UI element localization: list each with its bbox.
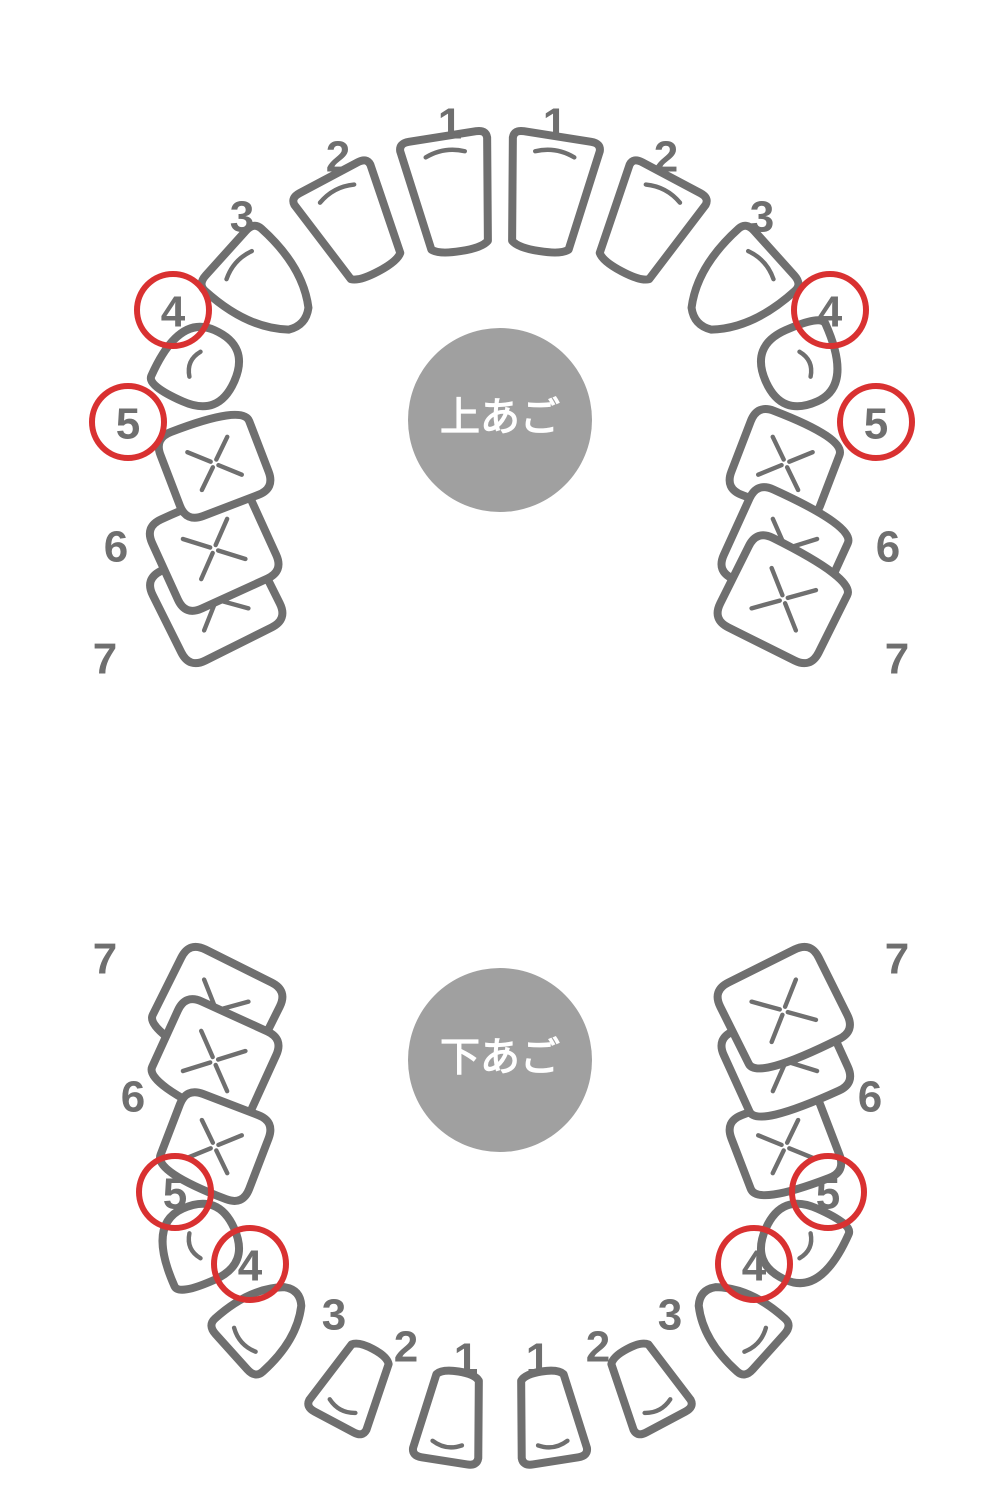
tooth-number-label: 2 <box>394 1323 418 1372</box>
tooth-number-label: 3 <box>230 193 254 242</box>
tooth-number-label: 6 <box>858 1073 882 1122</box>
tooth-number-label: 6 <box>121 1073 145 1122</box>
tooth-number-label: 3 <box>658 1291 682 1340</box>
tooth-number-label: 3 <box>322 1291 346 1340</box>
tooth-number-label: 4 <box>238 1242 263 1291</box>
tooth <box>399 130 504 258</box>
tooth-number-label: 7 <box>885 935 909 984</box>
tooth-number-label: 1 <box>438 100 462 149</box>
tooth-number-label: 2 <box>326 133 350 182</box>
tooth-number-label: 4 <box>818 288 843 337</box>
tooth-number-label: 2 <box>586 1323 610 1372</box>
lower-center-label: 下あご <box>440 1036 560 1080</box>
tooth <box>208 1267 321 1379</box>
tooth-number-label: 3 <box>750 193 774 242</box>
lower-jaw: 下あご 77665544332211 <box>93 935 909 1466</box>
tooth-number-label: 5 <box>816 1170 840 1219</box>
tooth-number-label: 2 <box>654 133 678 182</box>
tooth-number-label: 7 <box>93 935 117 984</box>
tooth-number-label: 5 <box>163 1170 187 1219</box>
tooth-number-label: 5 <box>116 400 140 449</box>
tooth <box>306 1334 402 1437</box>
tooth-number-label: 5 <box>864 400 888 449</box>
tooth <box>291 158 417 292</box>
tooth-number-label: 7 <box>93 635 117 684</box>
tooth <box>496 130 601 258</box>
upper-jaw: 上あご 11223344556677 <box>92 100 912 684</box>
tooth-number-label: 6 <box>876 523 900 572</box>
upper-center-label: 上あご <box>440 396 560 440</box>
tooth-number-label: 7 <box>885 635 909 684</box>
tooth <box>584 158 710 292</box>
tooth-number-label: 6 <box>104 523 128 572</box>
tooth <box>599 1334 695 1437</box>
tooth-number-label: 1 <box>526 1335 550 1384</box>
tooth <box>679 1267 792 1379</box>
tooth-number-label: 4 <box>161 288 186 337</box>
tooth-number-label: 1 <box>454 1335 478 1384</box>
tooth-number-label: 1 <box>543 100 567 149</box>
dental-chart: 上あご 11223344556677 下あご 77665544332211 <box>0 0 1000 1500</box>
tooth-number-label: 4 <box>742 1242 767 1291</box>
tooth <box>412 1366 491 1466</box>
